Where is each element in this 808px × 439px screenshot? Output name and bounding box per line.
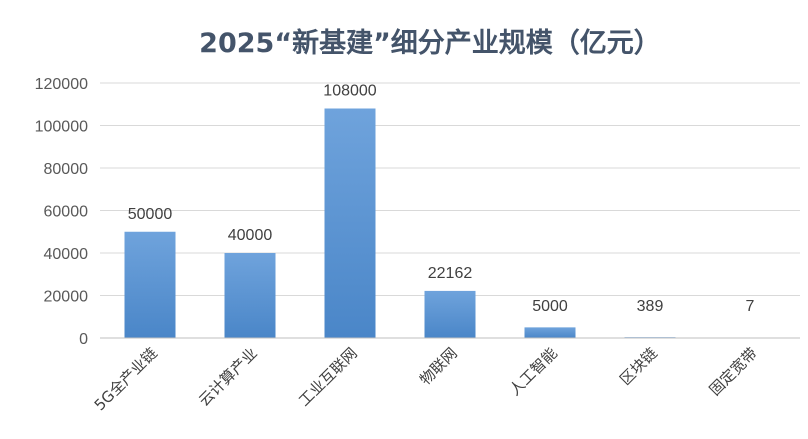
bars: [124, 108, 776, 338]
bar-3: [324, 108, 376, 338]
bar-5: [524, 327, 576, 338]
data-label: 50000: [128, 206, 173, 223]
category-label: 人工智能: [506, 344, 561, 399]
grid-lines: [100, 82, 800, 296]
category-label: 工业互联网: [295, 344, 361, 410]
data-label: 22162: [428, 265, 473, 282]
data-label: 5000: [532, 298, 568, 315]
y-tick-label: 0: [79, 331, 88, 348]
bar-1: [124, 231, 176, 338]
data-label: 389: [637, 298, 664, 315]
y-tick-label: 60000: [44, 204, 89, 221]
y-tick-label: 20000: [44, 289, 89, 306]
category-labels: 5G全产业链 云计算产业 工业互联网 物联网 人工智能 区块链 固定宽带: [91, 344, 761, 414]
category-label: 5G全产业链: [91, 344, 161, 414]
y-axis-ticks: 0 20000 40000 60000 80000 100000 120000: [35, 76, 88, 348]
y-tick-label: 80000: [44, 161, 89, 178]
category-label: 区块链: [616, 344, 661, 389]
category-label: 云计算产业: [195, 344, 261, 410]
data-label: 108000: [323, 83, 376, 100]
data-label: 40000: [228, 227, 273, 244]
category-label: 固定宽带: [706, 344, 761, 399]
y-tick-label: 120000: [35, 76, 88, 93]
chart-title: 2025“新基建”细分产业规模（亿元）: [199, 27, 661, 59]
y-tick-label: 100000: [35, 119, 88, 136]
data-labels: 50000 40000 108000 22162 5000 389 7: [128, 83, 755, 316]
y-tick-label: 40000: [44, 246, 89, 263]
data-label: 7: [746, 298, 755, 315]
category-label: 物联网: [416, 344, 461, 389]
bar-4: [424, 290, 476, 338]
bar-2: [224, 253, 276, 338]
